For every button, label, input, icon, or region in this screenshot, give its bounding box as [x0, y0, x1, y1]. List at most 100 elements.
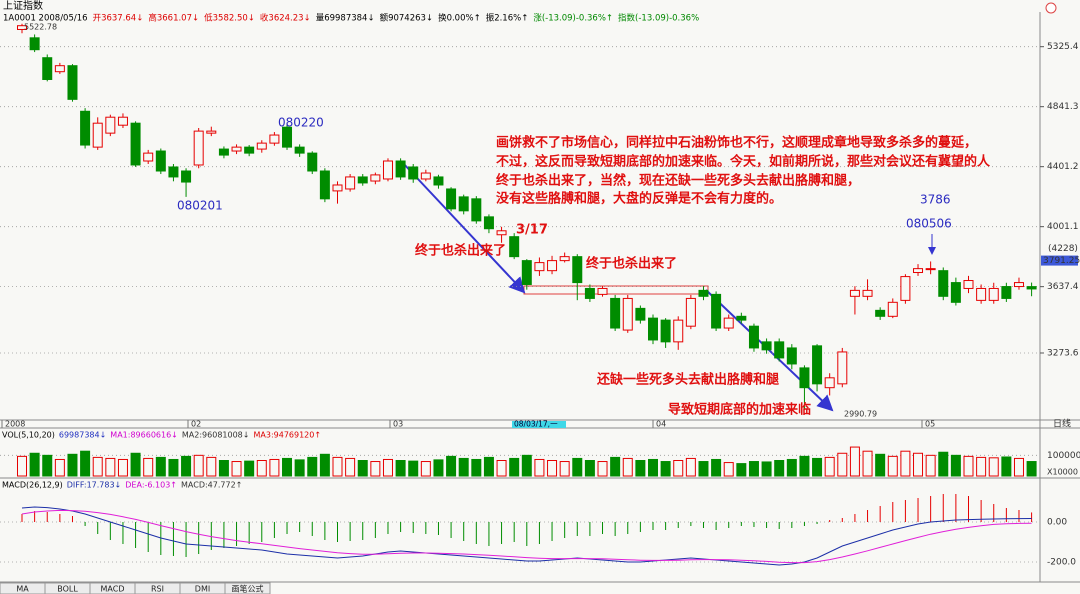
candle-body — [382, 160, 393, 180]
volume-bar — [282, 457, 293, 477]
candle-body — [332, 184, 343, 192]
y-tick-label: 0.00 — [1047, 518, 1067, 528]
candle-body — [812, 345, 823, 385]
volume-bar — [433, 459, 444, 477]
x-tick-label: 02 — [191, 420, 201, 429]
legend-entry: 69987384↓ — [59, 431, 106, 440]
volume-bar — [938, 451, 949, 477]
quote-field: 振2.16%↑ — [486, 13, 529, 24]
candle-body — [799, 367, 810, 389]
volume-bar — [92, 456, 103, 477]
annotation: 080220 — [278, 116, 324, 130]
volume-bar — [824, 456, 835, 477]
volume-bar — [155, 456, 166, 477]
volume-bar — [1026, 461, 1037, 477]
volume-bar — [976, 456, 987, 477]
volume-bar — [963, 455, 974, 477]
candle-body — [976, 287, 987, 301]
volume-bar — [408, 460, 419, 477]
volume-bar — [698, 461, 709, 477]
volume-bar — [736, 463, 747, 477]
candle-body — [307, 152, 318, 172]
candle-body — [483, 216, 494, 230]
cursor-date-bg — [512, 421, 566, 428]
annotation: 终于也杀出来了，当然，现在还缺一些死多头去献出胳膊和腿， — [496, 173, 860, 189]
candle-body — [761, 341, 772, 351]
candle-body — [521, 260, 532, 285]
volume-bar — [660, 461, 671, 477]
candle-body — [849, 289, 860, 297]
candle-body — [181, 170, 192, 183]
tab-label: DMI — [195, 585, 210, 594]
y-tick-label: 4841.3 — [1047, 102, 1079, 112]
cursor-date: 08/03/17,一 — [514, 420, 558, 429]
volume-bar — [774, 460, 785, 477]
x-tick-label: 03 — [393, 420, 403, 429]
candle-body — [54, 65, 65, 73]
volume-bar — [294, 459, 305, 477]
volume-bar — [1001, 456, 1012, 477]
candle-body — [244, 146, 255, 154]
candle-body — [168, 166, 179, 178]
volume-bar — [193, 454, 204, 477]
quote-field: 涨(-13.09)-0.36%↑ — [533, 13, 613, 24]
candle-body — [433, 176, 444, 186]
volume-bar — [862, 450, 873, 477]
candle-body — [1013, 282, 1024, 288]
legend-entry: DEA:-6.103↑ — [125, 481, 177, 490]
candle-body — [269, 134, 280, 144]
volume-bar — [748, 461, 759, 477]
candle-body — [193, 130, 204, 166]
settings-icon[interactable] — [1045, 2, 1057, 14]
tab-label: BOLL — [57, 585, 78, 594]
annotation: 没有这些胳膊和腿，大盘的反弹是不会有力度的。 — [496, 191, 782, 207]
candle-body — [698, 289, 709, 297]
candle-body — [913, 268, 924, 274]
candle-body — [547, 260, 558, 272]
volume-bar — [685, 457, 696, 477]
candle-body — [117, 116, 128, 126]
volume-bar — [269, 458, 280, 477]
volume-bar — [382, 458, 393, 477]
candle-body — [256, 142, 267, 150]
candle-body — [648, 317, 658, 341]
candle-body — [509, 236, 520, 258]
volume-bar — [950, 454, 961, 477]
candle-body — [420, 172, 431, 180]
period-label: 日线 — [1053, 418, 1071, 430]
unit-label: X10000 — [1047, 468, 1078, 477]
volume-bar — [244, 460, 255, 477]
volume-bar — [509, 457, 520, 477]
volume-bar — [130, 452, 141, 477]
volume-bar — [812, 457, 823, 477]
candle-body — [685, 297, 696, 327]
volume-bar — [761, 461, 772, 477]
volume-bar — [218, 460, 229, 477]
candle-body — [155, 150, 166, 172]
volume-bar — [559, 461, 570, 477]
candle-body — [17, 25, 27, 30]
volume-bar — [837, 452, 848, 477]
tab[interactable] — [224, 582, 271, 594]
volume-bar — [143, 457, 154, 477]
volume-bar — [181, 455, 192, 477]
price-marker-label: 3791.25 — [1043, 256, 1080, 266]
x-tick-label: 2008 — [5, 420, 25, 429]
volume-bar — [799, 455, 810, 477]
volume-bar — [395, 460, 406, 477]
price-marker-bg — [1041, 255, 1078, 266]
candle-body — [294, 146, 305, 154]
volume-bar — [370, 461, 381, 477]
candle-body — [900, 276, 911, 301]
candle-body — [622, 297, 633, 331]
volume-bar — [849, 446, 860, 477]
candle-body — [673, 319, 684, 343]
candle-body — [887, 301, 898, 317]
candle-body — [282, 126, 293, 148]
volume-bar — [17, 455, 27, 477]
candle-body — [597, 287, 608, 295]
volume-bar — [786, 458, 797, 477]
volume-bar — [67, 453, 78, 477]
candle-body — [105, 116, 116, 134]
candle-body — [80, 110, 91, 146]
